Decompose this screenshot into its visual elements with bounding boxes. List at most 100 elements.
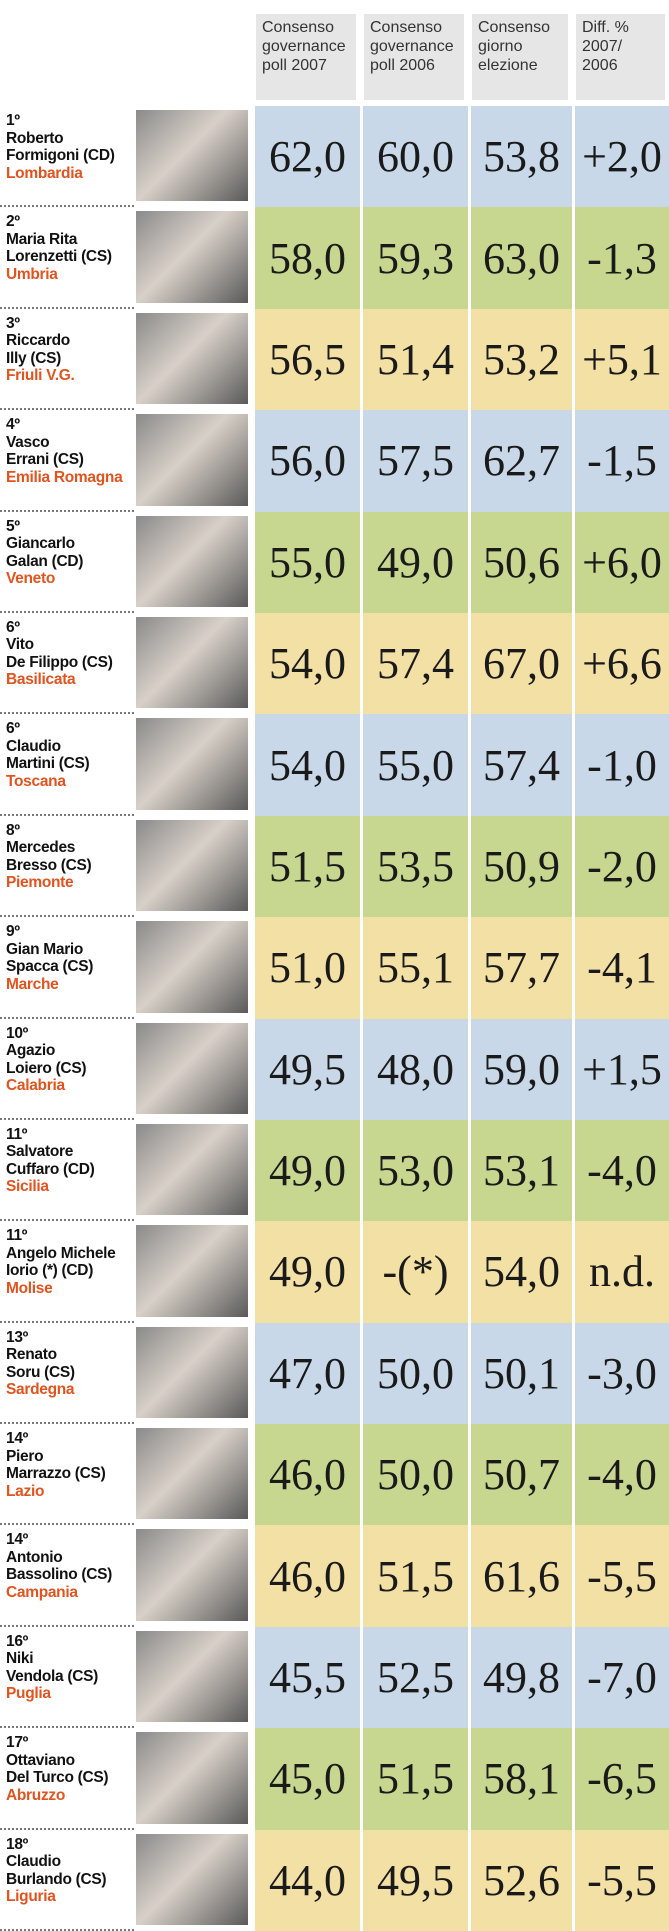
photo [136, 211, 248, 302]
name-line: Del Turco (CS) [6, 1769, 134, 1787]
value-cell: +1,5 [572, 1019, 669, 1120]
name-line: Salvatore [6, 1143, 134, 1161]
value-cell: 50,0 [360, 1424, 468, 1525]
region: Marche [6, 976, 134, 994]
value-cell: 56,0 [252, 410, 360, 511]
value-cell: 48,0 [360, 1019, 468, 1120]
region: Umbria [6, 266, 134, 284]
value-cell: +2,0 [572, 106, 669, 207]
value-cell: 49,5 [252, 1019, 360, 1120]
name-line: Mercedes [6, 839, 134, 857]
value-cell: 58,1 [468, 1728, 572, 1829]
name-line: Niki [6, 1650, 134, 1668]
region: Sicilia [6, 1178, 134, 1196]
header-cell: Diff. %2007/2006 [576, 14, 665, 100]
value-cell: 50,9 [468, 816, 572, 917]
value-cell: -5,5 [572, 1830, 669, 1931]
region: Sardegna [6, 1381, 134, 1399]
rank: 16º [6, 1633, 134, 1651]
value-cell: 53,1 [468, 1120, 572, 1221]
header-line: 2007/ [582, 37, 659, 56]
value-cell: 53,0 [360, 1120, 468, 1221]
value-cell: 61,6 [468, 1525, 572, 1626]
photo [136, 820, 248, 911]
region: Molise [6, 1280, 134, 1298]
value-cell: 56,5 [252, 309, 360, 410]
value-cell: 50,0 [360, 1323, 468, 1424]
value-cell: 60,0 [360, 106, 468, 207]
region: Abruzzo [6, 1787, 134, 1805]
value-cell: 62,0 [252, 106, 360, 207]
rank: 5º [6, 518, 134, 536]
photo [136, 1225, 248, 1316]
name-line: Giancarlo [6, 535, 134, 553]
value-cell: -4,0 [572, 1424, 669, 1525]
region: Friuli V.G. [6, 367, 134, 385]
rank: 9º [6, 923, 134, 941]
value-cell: -4,1 [572, 917, 669, 1018]
rank: 11º [6, 1227, 134, 1245]
value-cell: 63,0 [468, 207, 572, 308]
value-cell: 46,0 [252, 1525, 360, 1626]
value-cell: 49,0 [252, 1221, 360, 1322]
photo [136, 1529, 248, 1620]
region: Piemonte [6, 874, 134, 892]
header-line: elezione [478, 56, 562, 75]
name-line: Galan (CD) [6, 553, 134, 571]
value-cell: 49,0 [360, 512, 468, 613]
value-cell: +6,0 [572, 512, 669, 613]
region: Veneto [6, 570, 134, 588]
region: Liguria [6, 1888, 134, 1906]
value-cell: 53,8 [468, 106, 572, 207]
value-cell: 52,5 [360, 1627, 468, 1728]
value-cell: -3,0 [572, 1323, 669, 1424]
name-line: Gian Mario [6, 941, 134, 959]
name-line: Vito [6, 636, 134, 654]
name-line: Martini (CS) [6, 755, 134, 773]
photo [136, 1732, 248, 1823]
value-cell: +5,1 [572, 309, 669, 410]
value-cell: 50,1 [468, 1323, 572, 1424]
value-cell: 49,8 [468, 1627, 572, 1728]
value-cell: 49,5 [360, 1830, 468, 1931]
photo [136, 1834, 248, 1925]
header-line: giorno [478, 37, 562, 56]
name-line: Roberto [6, 130, 134, 148]
name-line: Cuffaro (CD) [6, 1161, 134, 1179]
value-cell: 57,5 [360, 410, 468, 511]
region: Puglia [6, 1685, 134, 1703]
header-line: governance [370, 37, 458, 56]
value-cell: 50,6 [468, 512, 572, 613]
header-line: governance [262, 37, 350, 56]
name-line: Piero [6, 1448, 134, 1466]
name-line: De Filippo (CS) [6, 654, 134, 672]
rank: 14º [6, 1531, 134, 1549]
value-cell: 54,0 [252, 613, 360, 714]
name-line: Ottaviano [6, 1752, 134, 1770]
region: Toscana [6, 773, 134, 791]
name-line: Formigoni (CD) [6, 147, 134, 165]
name-line: Loiero (CS) [6, 1060, 134, 1078]
value-cell: 45,0 [252, 1728, 360, 1829]
value-cell: -1,5 [572, 410, 669, 511]
value-cell: 62,7 [468, 410, 572, 511]
value-cell: -1,0 [572, 714, 669, 815]
value-cell: -6,5 [572, 1728, 669, 1829]
rank: 3º [6, 315, 134, 333]
header-line: Diff. % [582, 18, 659, 37]
photo [136, 921, 248, 1012]
